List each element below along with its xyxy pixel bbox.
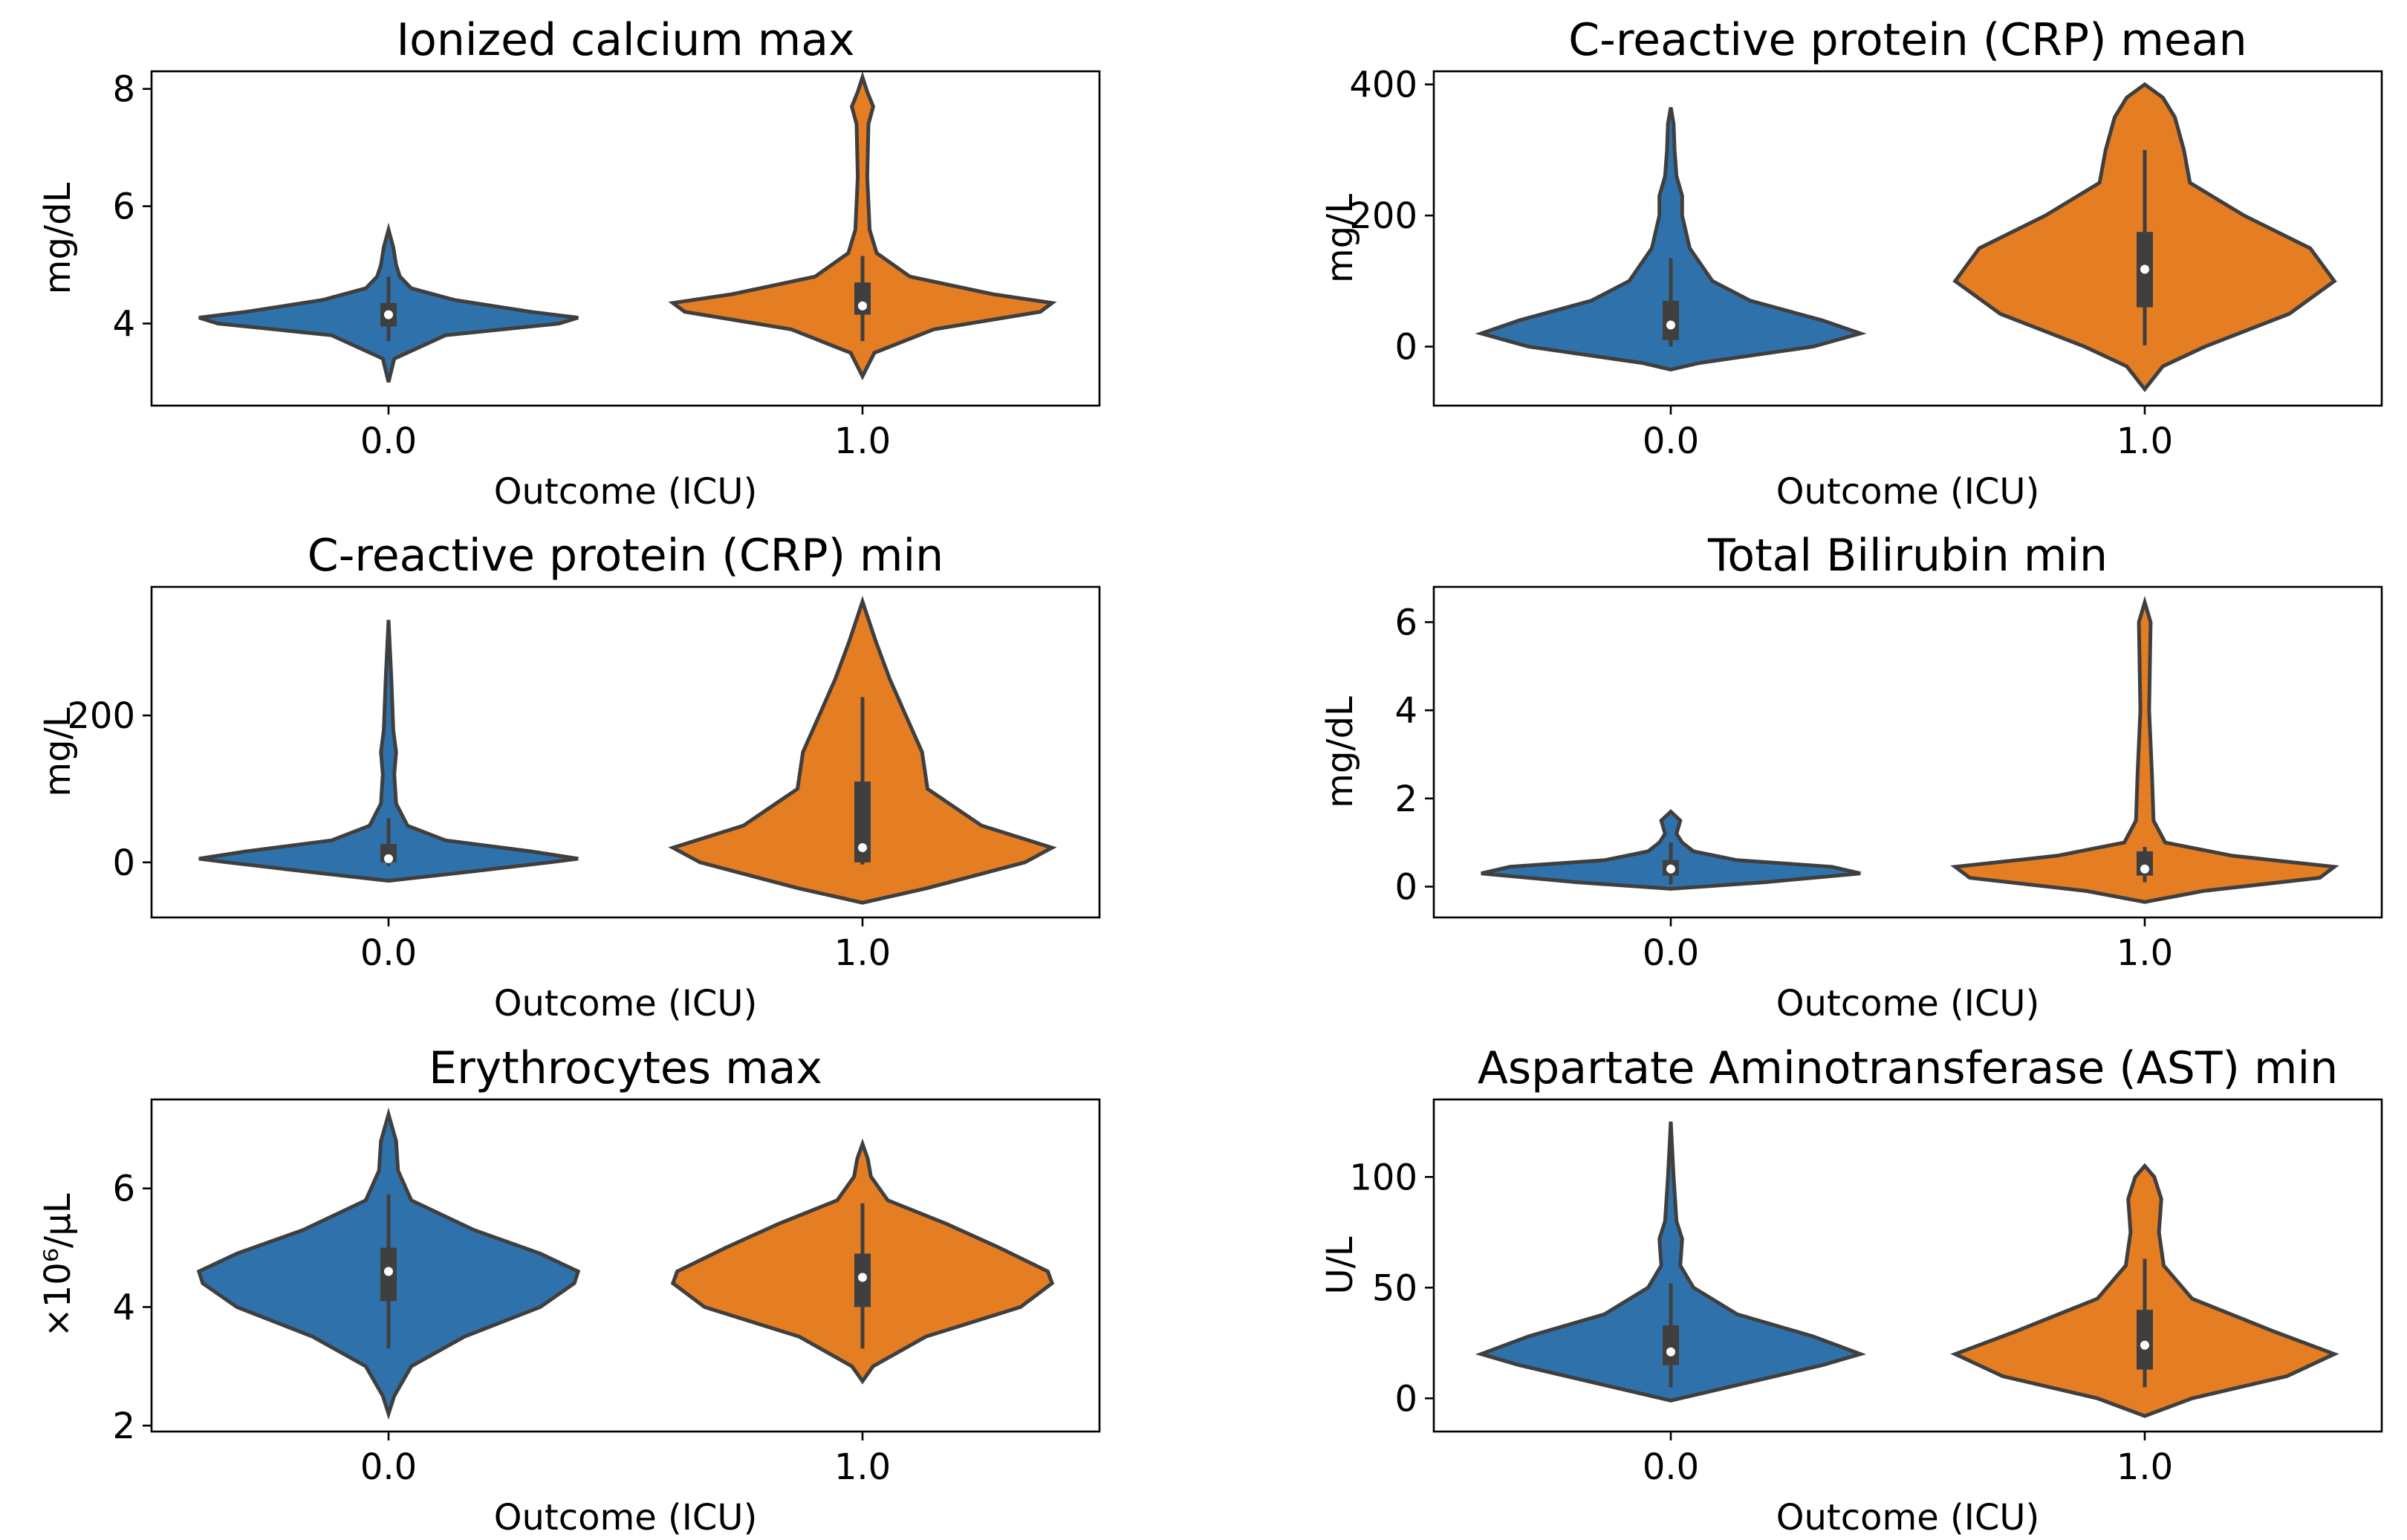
violin-median-dot (858, 1273, 867, 1282)
y-tick-label: 400 (1349, 65, 1417, 106)
y-tick-label: 4 (112, 1287, 135, 1328)
violin-outcome-1-0 (668, 71, 1057, 381)
y-axis-label: mg/dL (37, 182, 79, 294)
violin-median-dot (384, 854, 393, 863)
y-tick-label: 6 (1394, 602, 1417, 643)
x-tick-label: 1.0 (2117, 420, 2173, 462)
x-tick-label: 0.0 (360, 932, 417, 974)
violin-outcome-0-0 (198, 620, 579, 883)
violin-outcome-0-0 (1475, 1121, 1867, 1403)
violin-median-dot (1666, 864, 1675, 874)
x-tick-label: 1.0 (834, 420, 891, 462)
x-tick-label: 0.0 (1643, 420, 1699, 462)
chart-title: Ionized calcium max (396, 14, 854, 66)
y-tick-label: 200 (67, 695, 135, 737)
violin-median-dot (2140, 264, 2149, 274)
y-axis-label: mg/L (37, 707, 79, 796)
x-tick-label: 0.0 (360, 1446, 417, 1488)
x-axis-label: Outcome (ICU) (494, 471, 758, 513)
x-axis-label: Outcome (ICU) (1776, 983, 2040, 1024)
y-tick-label: 8 (112, 69, 135, 111)
violin-median-dot (858, 301, 867, 311)
y-tick-label: 4 (1394, 690, 1417, 732)
y-tick-label: 0 (1394, 1378, 1417, 1420)
x-tick-label: 0.0 (1643, 1446, 1699, 1488)
violin-median-dot (858, 843, 867, 853)
x-tick-label: 1.0 (2117, 932, 2173, 974)
violin-median-dot (384, 310, 393, 319)
x-tick-label: 1.0 (2117, 1446, 2173, 1488)
chart-panel-3: C-reactive protein (CRP) min 0 200 0.0 1.0 Ou… (37, 530, 1101, 1024)
y-axis-label: ×10⁶/µL (37, 1193, 79, 1337)
chart-panel-4: Total Bilirubin min 0 2 4 6 0.0 1.0 Outcome (IC… (1319, 530, 2383, 1024)
y-tick-label: 200 (1349, 195, 1417, 237)
y-axis-label: mg/L (1319, 194, 1361, 283)
plot-frame (1432, 70, 2383, 407)
chart-panel-5: Erythrocytes max 2 4 6 0.0 1.0 Outcome (ICU) ×1… (37, 1042, 1101, 1539)
chart-panel-6: Aspartate Aminotransferase (AST) min 0 50 1… (1319, 1042, 2383, 1539)
chart-title: Erythrocytes max (429, 1042, 822, 1094)
violin-median-dot (1666, 320, 1675, 330)
y-tick-label: 4 (112, 303, 135, 345)
y-tick-label: 100 (1349, 1157, 1417, 1198)
y-tick-label: 0 (1394, 327, 1417, 368)
chart-title: C-reactive protein (CRP) mean (1568, 14, 2247, 66)
x-tick-label: 1.0 (834, 1446, 891, 1488)
y-tick-label: 2 (112, 1406, 135, 1447)
x-axis-label: Outcome (ICU) (494, 1497, 758, 1539)
plot-frame (1432, 585, 2383, 919)
x-tick-label: 0.0 (360, 420, 417, 462)
y-tick-label: 6 (112, 186, 135, 228)
x-axis-label: Outcome (ICU) (1776, 471, 2040, 513)
y-tick-label: 2 (1394, 779, 1417, 820)
y-tick-label: 0 (1394, 866, 1417, 908)
violin-iqr-box (854, 782, 871, 862)
plot-frame (1432, 1098, 2383, 1433)
chart-title: Total Bilirubin min (1707, 530, 2108, 582)
x-axis-label: Outcome (ICU) (494, 983, 758, 1024)
violin-iqr-box (1663, 300, 1679, 340)
violin-median-dot (384, 1267, 393, 1276)
y-tick-label: 0 (112, 842, 135, 884)
plot-frame (150, 1098, 1101, 1433)
violin-iqr-box (2137, 1310, 2153, 1370)
violin-median-dot (2140, 1340, 2149, 1350)
y-tick-label: 50 (1372, 1267, 1417, 1309)
x-tick-label: 0.0 (1643, 932, 1699, 974)
violin-outcome-0-0 (1475, 107, 1867, 372)
chart-title: Aspartate Aminotransferase (AST) min (1478, 1042, 2338, 1094)
chart-panel-1: Ionized calcium max 4 6 8 0.0 1.0 Outcome (ICU… (37, 14, 1101, 513)
y-axis-label: mg/dL (1319, 696, 1361, 808)
violin-median-dot (2140, 864, 2149, 874)
plot-frame (150, 585, 1101, 919)
x-axis-label: Outcome (ICU) (1776, 1497, 2040, 1539)
violin-iqr-box (1663, 1325, 1679, 1365)
y-tick-label: 6 (112, 1169, 135, 1210)
chart-title: C-reactive protein (CRP) min (308, 530, 943, 582)
x-tick-label: 1.0 (834, 932, 891, 974)
violin-median-dot (1666, 1347, 1675, 1357)
violin-outcome-1-0 (1950, 595, 2339, 904)
plot-frame (150, 70, 1101, 407)
chart-panel-2: C-reactive protein (CRP) mean 0 200 400 0.0 1… (1319, 14, 2383, 513)
y-axis-label: U/L (1319, 1236, 1361, 1294)
